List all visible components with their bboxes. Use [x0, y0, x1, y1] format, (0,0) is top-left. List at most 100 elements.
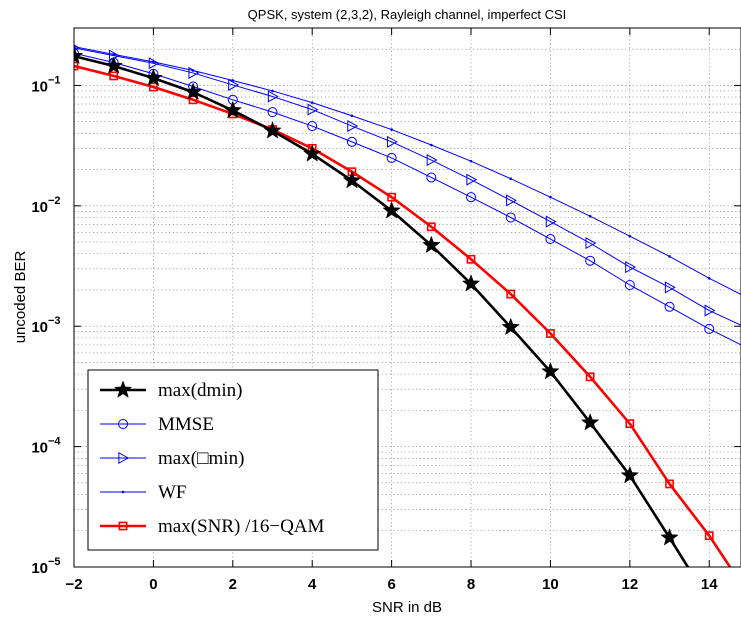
- legend-item: WF: [100, 482, 187, 503]
- legend: max(dmin) MMSE max(□min) WF max(SNR) /16−QAM: [87, 369, 379, 551]
- data-point-triangle: [704, 304, 716, 317]
- data-point-dot: [509, 177, 513, 181]
- legend-box: [87, 369, 379, 551]
- data-point-square: [426, 222, 436, 232]
- legend-label: max(dmin): [158, 380, 242, 401]
- data-point-square: [704, 531, 714, 541]
- legend-item: max(□min): [100, 448, 244, 469]
- data-point-triangle: [426, 154, 438, 167]
- data-point-square: [625, 419, 635, 429]
- data-point-circle: [585, 255, 596, 266]
- legend-item: MMSE: [100, 414, 214, 435]
- x-tick-label: 0: [149, 576, 157, 593]
- data-point-dot: [310, 101, 314, 104]
- x-tick-label: 12: [621, 576, 638, 593]
- series-layer: [74, 44, 741, 567]
- series-square: [74, 61, 732, 567]
- data-point-dot: [588, 214, 592, 218]
- data-point-dot: [271, 89, 274, 93]
- data-point-dot: [668, 255, 671, 258]
- data-point-circle: [346, 136, 357, 147]
- legend-label: max(□min): [158, 448, 244, 469]
- y-tick-label: 10 −3: [31, 315, 60, 336]
- data-point-circle: [267, 107, 278, 118]
- data-point-triangle: [307, 103, 319, 116]
- series-star: [74, 46, 690, 567]
- y-axis-label: uncoded BER: [12, 251, 29, 344]
- data-point-dot: [121, 490, 125, 494]
- data-point-square: [585, 372, 595, 382]
- series-line: [74, 46, 741, 296]
- data-point-star: [104, 56, 123, 74]
- data-point-square: [665, 479, 674, 489]
- legend-item: max(dmin): [100, 380, 242, 401]
- data-point-circle: [307, 121, 318, 132]
- data-point-triangle: [347, 119, 359, 133]
- data-point-star: [541, 361, 560, 380]
- series-line: [74, 47, 741, 326]
- y-tick-label: 10 −4: [31, 436, 61, 457]
- data-point-square: [466, 254, 476, 264]
- data-point-triangle: [267, 90, 279, 103]
- data-point-square: [149, 82, 158, 92]
- data-point-square: [506, 289, 516, 299]
- data-point-triangle: [228, 78, 240, 91]
- data-point-dot: [469, 159, 473, 163]
- data-point-star: [422, 235, 441, 254]
- plot-frame: [73, 27, 741, 568]
- y-tick-label: 10 −5: [31, 556, 60, 577]
- data-point-star: [183, 82, 203, 100]
- data-point-circle: [118, 419, 128, 429]
- x-tick-label: 4: [308, 576, 317, 593]
- data-point-star: [342, 170, 362, 189]
- data-point-circle: [426, 172, 437, 183]
- y-tick-exponent: −3: [48, 315, 61, 327]
- data-point-triangle: [118, 451, 130, 465]
- y-tick-exponent: −4: [48, 436, 61, 448]
- data-point-triangle: [625, 261, 637, 274]
- legend-label: max(SNR) /16−QAM: [158, 516, 325, 537]
- x-axis-label: SNR in dB: [372, 599, 442, 616]
- data-point-star: [113, 380, 133, 398]
- data-point-square: [118, 521, 128, 531]
- data-point-circle: [466, 192, 477, 203]
- x-tick-label: 8: [467, 576, 475, 593]
- data-point-circle: [664, 301, 675, 312]
- series-line: [74, 64, 732, 567]
- data-point-star: [74, 46, 84, 65]
- y-tick-base: 10: [31, 319, 48, 336]
- legend-item: max(SNR) /16−QAM: [100, 516, 325, 537]
- data-point-circle: [704, 323, 715, 334]
- data-point-star: [144, 68, 163, 86]
- x-tick-label: 2: [229, 576, 237, 593]
- x-tick-label: −2: [65, 576, 82, 593]
- x-tick-label: 14: [701, 576, 718, 593]
- y-tick-label: 10 −2: [31, 195, 60, 216]
- data-point-triangle: [386, 135, 398, 148]
- x-tick-label: 6: [387, 576, 395, 593]
- y-tick-label: 10 −1: [31, 74, 60, 95]
- data-point-dot: [350, 114, 354, 118]
- data-point-star: [302, 144, 322, 162]
- data-point-triangle: [188, 66, 200, 79]
- data-point-star: [263, 121, 282, 139]
- data-point-star: [620, 465, 640, 484]
- y-tick-base: 10: [31, 78, 48, 95]
- y-tick-base: 10: [31, 440, 48, 457]
- data-point-triangle: [585, 237, 597, 250]
- data-point-circle: [505, 212, 516, 223]
- data-point-square: [546, 329, 555, 338]
- x-tick-label: 10: [542, 576, 559, 593]
- y-tick-exponent: −5: [48, 556, 61, 568]
- y-tick-exponent: −1: [48, 74, 61, 86]
- data-point-star: [580, 412, 600, 431]
- data-point-dot: [390, 128, 393, 131]
- chart-title: QPSK, system (2,3,2), Rayleigh channel, …: [248, 7, 567, 22]
- data-point-triangle: [148, 57, 160, 70]
- data-point-dot: [628, 234, 632, 238]
- data-point-triangle: [466, 173, 478, 186]
- data-point-dot: [707, 277, 711, 280]
- data-point-square: [387, 192, 397, 202]
